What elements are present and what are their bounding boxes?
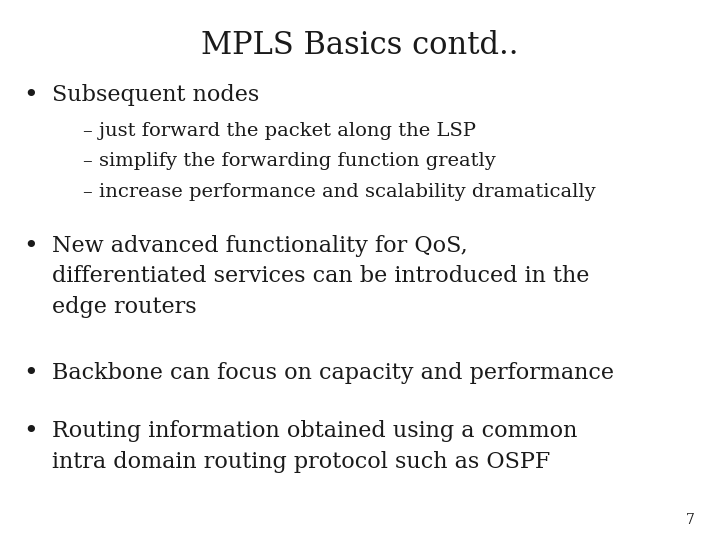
- Text: Subsequent nodes: Subsequent nodes: [52, 84, 259, 106]
- Text: – just forward the packet along the LSP: – just forward the packet along the LSP: [83, 122, 476, 139]
- Text: •: •: [23, 84, 37, 107]
- Text: •: •: [23, 235, 37, 258]
- Text: Routing information obtained using a common
intra domain routing protocol such a: Routing information obtained using a com…: [52, 420, 577, 472]
- Text: •: •: [23, 420, 37, 443]
- Text: – increase performance and scalability dramatically: – increase performance and scalability d…: [83, 183, 595, 201]
- Text: Backbone can focus on capacity and performance: Backbone can focus on capacity and perfo…: [52, 362, 614, 384]
- Text: – simplify the forwarding function greatly: – simplify the forwarding function great…: [83, 152, 495, 170]
- Text: MPLS Basics contd..: MPLS Basics contd..: [202, 30, 518, 60]
- Text: New advanced functionality for QoS,
differentiated services can be introduced in: New advanced functionality for QoS, diff…: [52, 235, 589, 318]
- Text: 7: 7: [686, 512, 695, 526]
- Text: •: •: [23, 362, 37, 385]
